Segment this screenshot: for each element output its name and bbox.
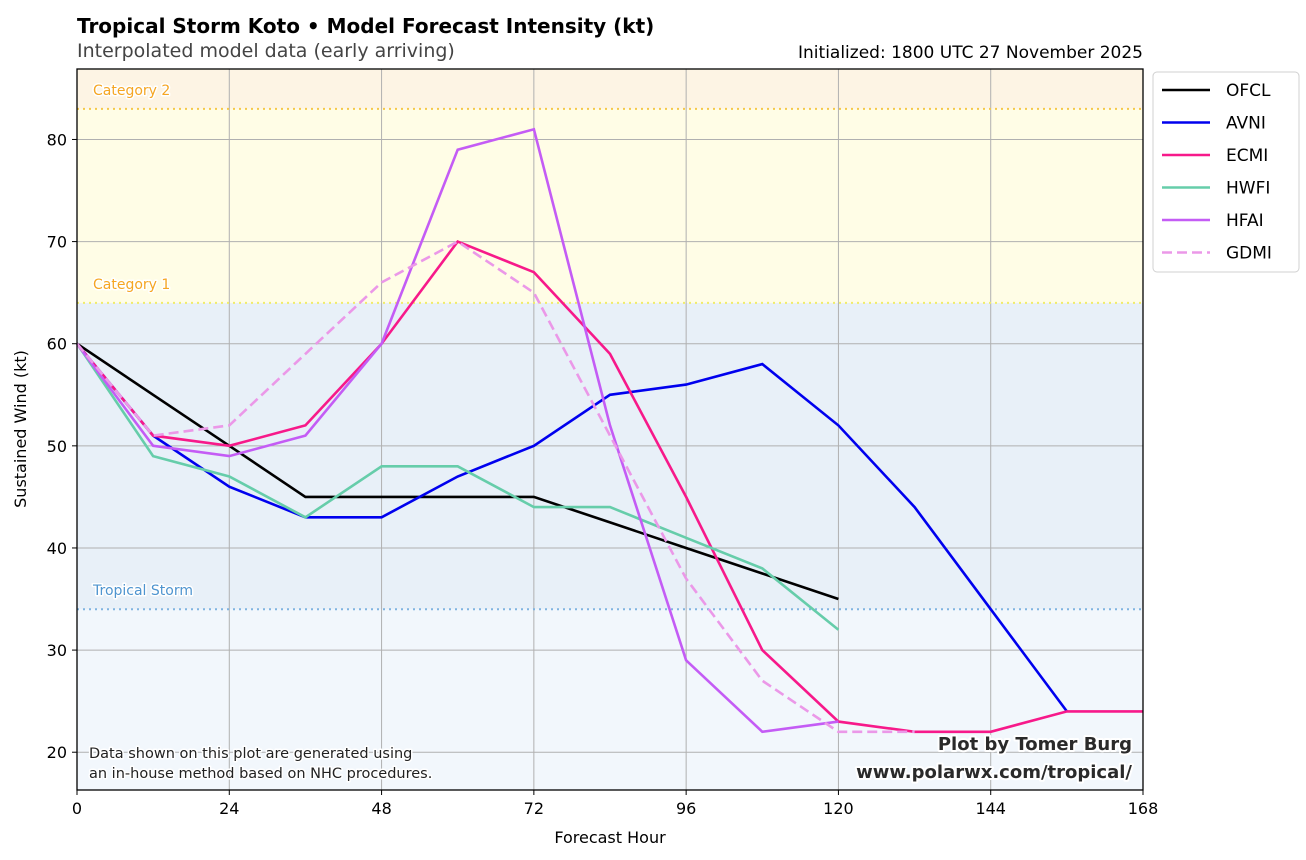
legend-item-avni: AVNI <box>1162 114 1266 134</box>
y-axis-label: Sustained Wind (kt) <box>11 350 30 508</box>
legend-label: ECMI <box>1226 146 1268 166</box>
legend-box <box>1152 71 1300 273</box>
legend-label: HFAI <box>1226 211 1264 231</box>
legend: OFCL AVNI ECMI HWFI HFAI GDMI <box>1152 71 1300 273</box>
series-line-gdmi <box>75 240 915 734</box>
x-tick-label: 168 <box>1128 799 1159 818</box>
initialized-time: Initialized: 1800 UTC 27 November 2025 <box>798 43 1143 63</box>
x-tick-label: 48 <box>371 799 391 818</box>
chart-subtitle: Interpolated model data (early arriving) <box>77 40 455 62</box>
y-tick-label: 50 <box>47 437 67 456</box>
credit-url: www.polarwx.com/tropical/ <box>856 762 1132 783</box>
x-tick-label: 96 <box>676 799 696 818</box>
plot-frame <box>76 68 1144 791</box>
x-tick-label: 24 <box>219 799 239 818</box>
x-tick-label: 0 <box>72 799 82 818</box>
series-line-hfai <box>75 127 839 734</box>
x-tick-label: 72 <box>524 799 544 818</box>
series-lines <box>75 127 1143 734</box>
legend-label: AVNI <box>1226 114 1266 134</box>
legend-label: GDMI <box>1226 244 1272 264</box>
y-tick-label: 70 <box>47 233 67 252</box>
method-note-line-1: Data shown on this plot are generated us… <box>89 746 412 762</box>
y-tick-label: 20 <box>47 743 67 762</box>
y-tick-label: 40 <box>47 539 67 558</box>
band-label-category-1: Category 1 <box>93 277 170 293</box>
band-tropical-storm <box>77 302 1143 610</box>
y-axis-ticks: 20 30 40 50 60 70 80 <box>47 130 77 762</box>
legend-label: OFCL <box>1226 81 1271 101</box>
threshold-lines <box>77 107 1143 611</box>
x-tick-label: 144 <box>975 799 1006 818</box>
y-tick-label: 60 <box>47 335 67 354</box>
x-axis-label: Forecast Hour <box>554 828 666 847</box>
legend-item-ecmi: ECMI <box>1162 146 1268 166</box>
legend-item-gdmi: GDMI <box>1162 244 1272 264</box>
series-line-avni <box>75 342 1068 713</box>
x-axis-ticks: 0 24 48 72 96 120 144 168 <box>72 790 1158 818</box>
band-category-2 <box>77 69 1143 109</box>
legend-item-hwfi: HWFI <box>1162 179 1270 199</box>
y-tick-label: 80 <box>47 130 67 149</box>
credit-author: Plot by Tomer Burg <box>938 734 1132 755</box>
series-line-ecmi <box>75 240 1143 734</box>
series-line-hwfi <box>75 342 840 631</box>
band-category-1 <box>77 108 1143 303</box>
band-label-category-2: Category 2 <box>93 83 170 99</box>
legend-item-hfai: HFAI <box>1162 211 1264 231</box>
threshold-labels: Tropical Storm Category 1 Category 2 <box>91 81 195 600</box>
method-note-line-2: an in-house method based on NHC procedur… <box>89 766 432 782</box>
x-tick-label: 120 <box>823 799 854 818</box>
y-tick-label: 30 <box>47 641 67 660</box>
chart-title: Tropical Storm Koto • Model Forecast Int… <box>77 14 654 38</box>
legend-label: HWFI <box>1226 179 1270 199</box>
band-label-tropical-storm: Tropical Storm <box>92 583 193 599</box>
legend-item-ofcl: OFCL <box>1162 81 1271 101</box>
band-tropical-storm <box>77 609 1143 790</box>
